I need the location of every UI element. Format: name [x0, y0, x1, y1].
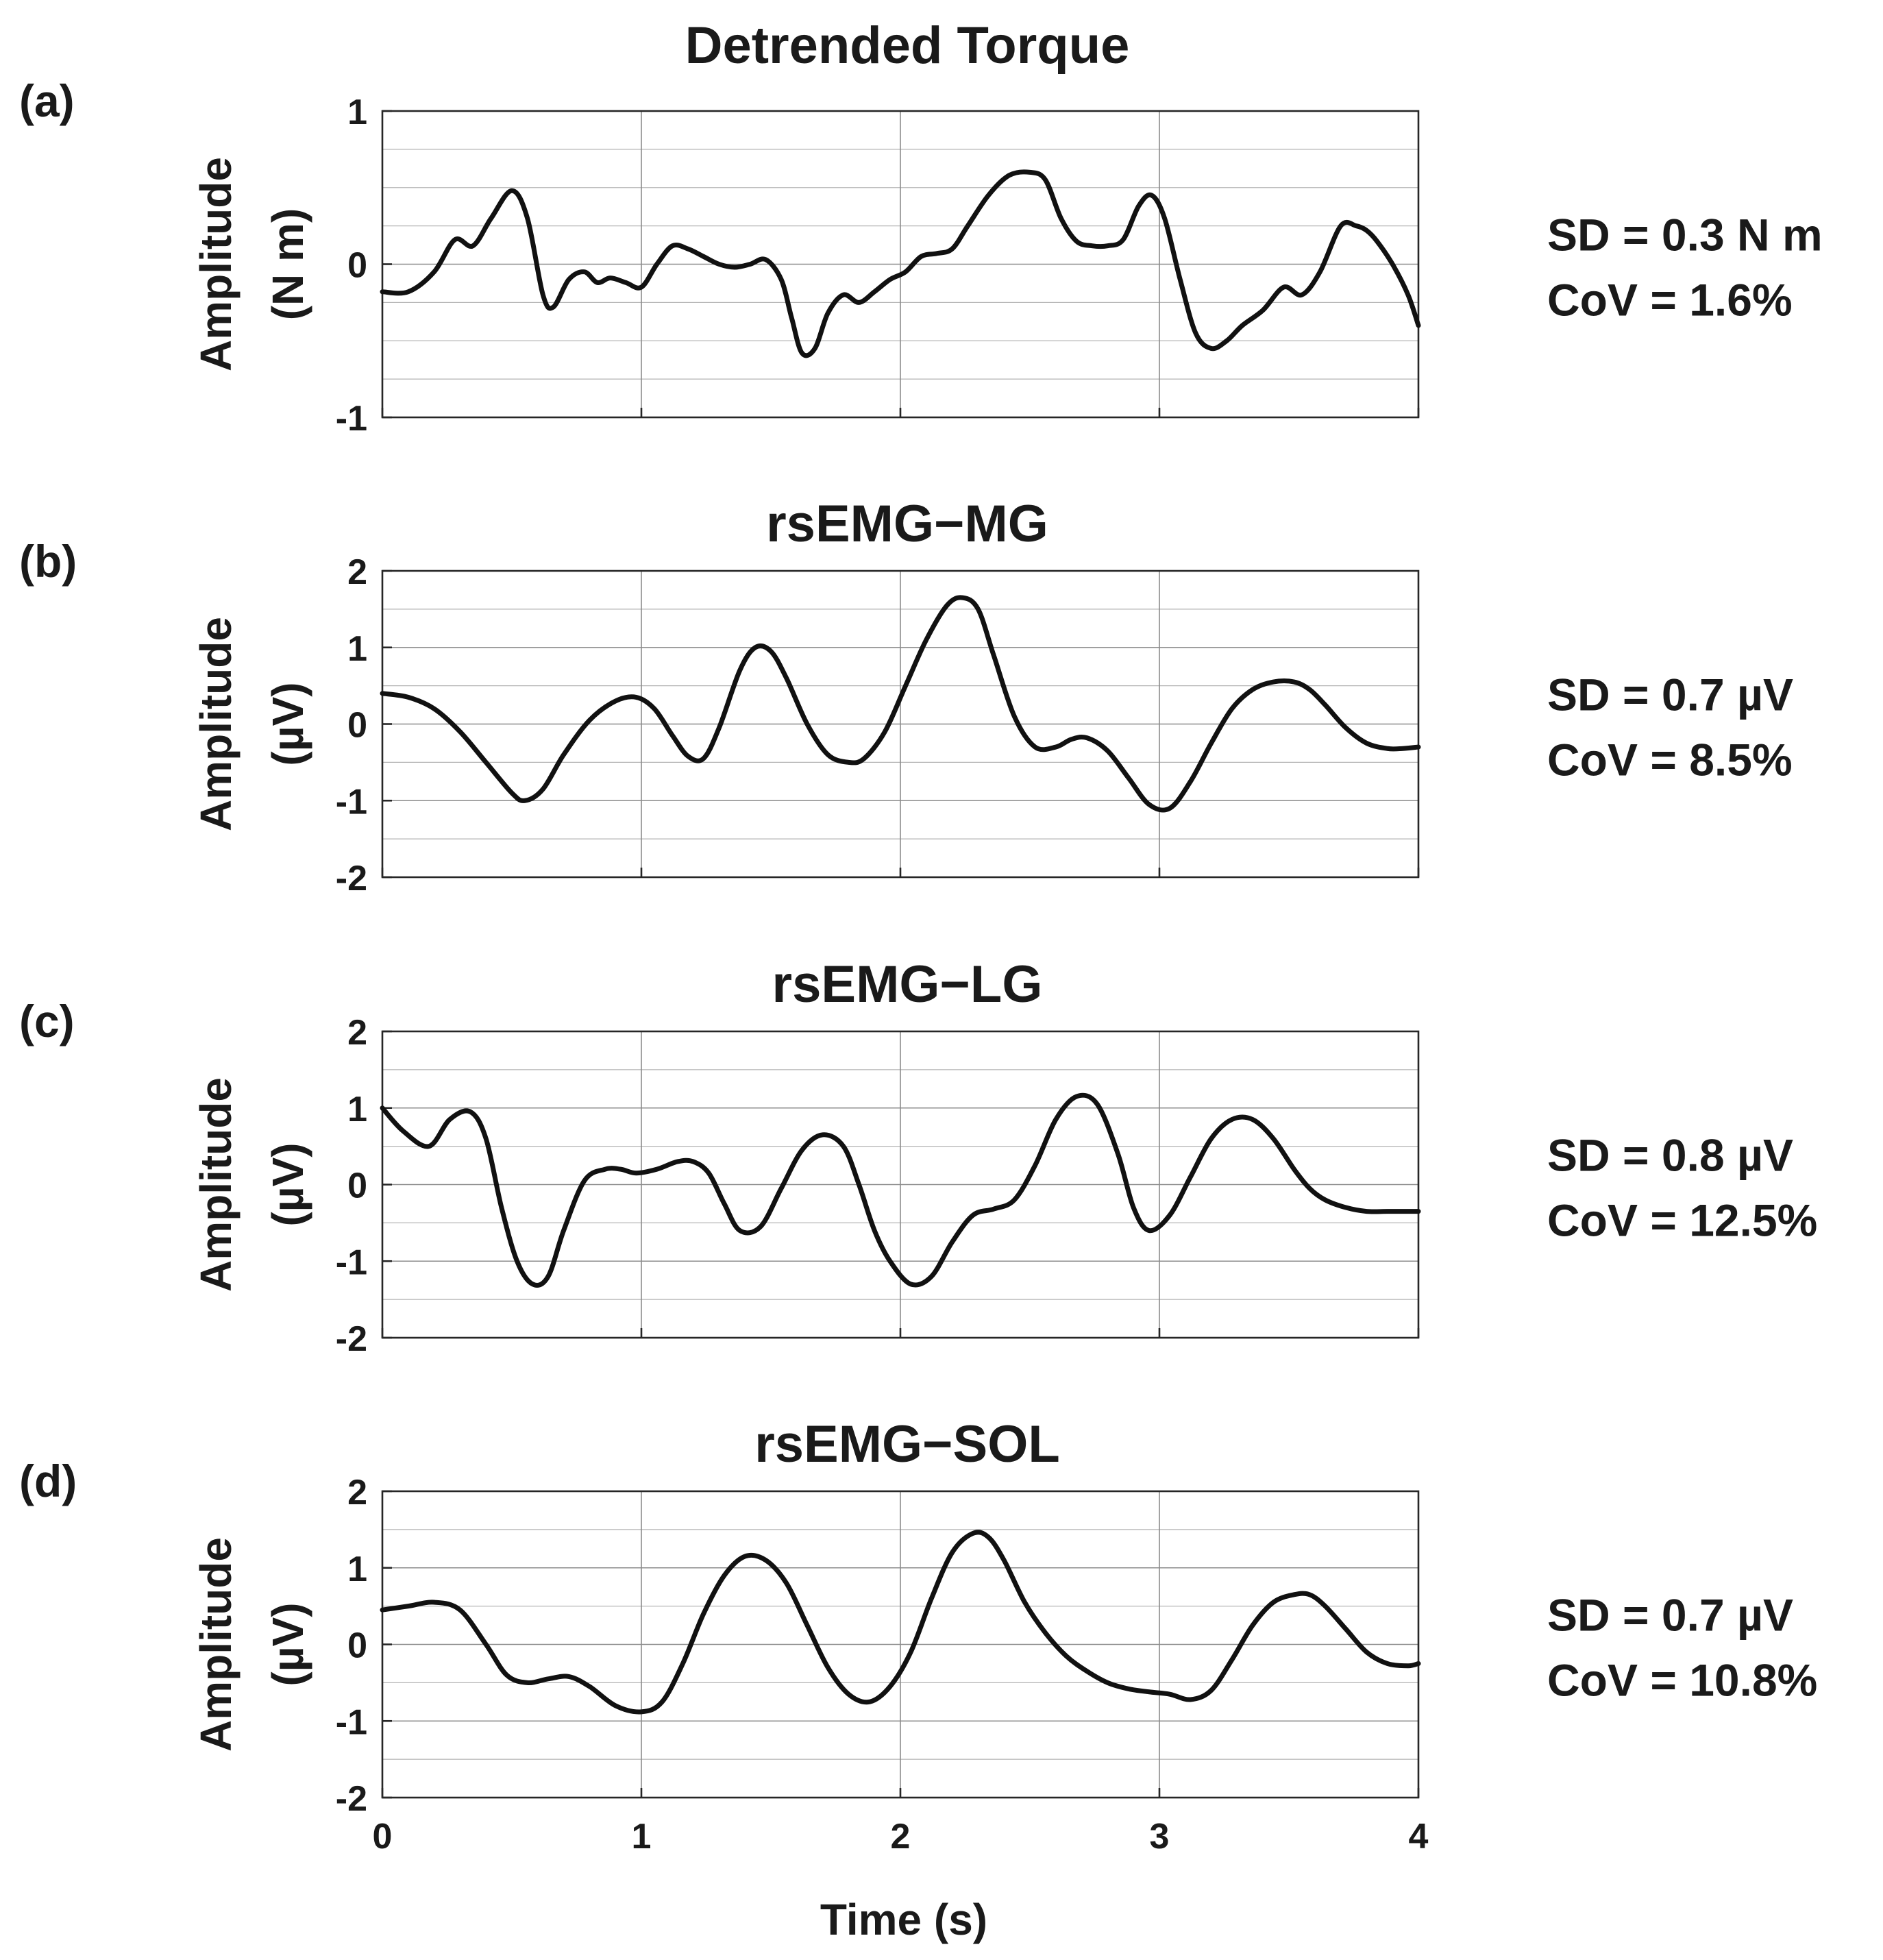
- y-axis-label: Amplitude: [191, 1537, 241, 1752]
- y-tick-label: 0: [347, 246, 367, 286]
- panel-3: -2 -1 0 1 2 rsEMG−LG (c) Amplitude (µV) SD = 0.8 …: [19, 955, 1817, 1359]
- chart-title: rsEMG−LG: [772, 955, 1043, 1014]
- x-axis-label: Time (s): [820, 1895, 987, 1944]
- y-tick-label: 2: [347, 1473, 367, 1512]
- y-axis-unit-label: (µV): [263, 1142, 312, 1226]
- y-axis-unit-label: (µV): [263, 682, 312, 765]
- cov-annotation: CoV = 1.6%: [1547, 275, 1793, 326]
- y-axis-unit-label: (N m): [263, 208, 312, 321]
- y-tick-label: -2: [336, 1779, 367, 1819]
- panel-label: (a): [19, 75, 75, 126]
- y-axis-label: Amplitude: [191, 157, 241, 371]
- cov-annotation: CoV = 8.5%: [1547, 735, 1793, 785]
- chart-title: rsEMG−MG: [766, 495, 1048, 553]
- y-tick-label: -1: [336, 399, 367, 439]
- y-tick-label: 0: [347, 1166, 367, 1206]
- sd-annotation: SD = 0.7 µV: [1547, 670, 1793, 720]
- y-tick-label: 2: [347, 552, 367, 592]
- y-axis-label: Amplitude: [191, 617, 241, 831]
- series-line: [380, 169, 1421, 358]
- series-line: [380, 1092, 1421, 1288]
- plot-area-frame: [381, 110, 1420, 419]
- y-tick-label: -1: [336, 1242, 367, 1282]
- sd-annotation: SD = 0.3 N m: [1547, 210, 1823, 260]
- y-tick-label: 1: [347, 93, 367, 132]
- y-tick-label: 1: [347, 629, 367, 669]
- x-tick-label: 2: [891, 1817, 911, 1857]
- chart-title: rsEMG−SOL: [754, 1415, 1060, 1473]
- panel-4: -2 -1 0 1 2 0 1 2 3 4 rsEMG−SOL (d) Amplitude (µV) Tim…: [19, 1415, 1817, 1944]
- sd-annotation: SD = 0.7 µV: [1547, 1590, 1793, 1641]
- x-tick-label: 4: [1409, 1817, 1429, 1857]
- y-axis-unit-label: (µV): [263, 1602, 312, 1686]
- series-line: [380, 595, 1421, 813]
- y-tick-label: -2: [336, 859, 367, 898]
- y-tick-label: 0: [347, 706, 367, 746]
- cov-annotation: CoV = 12.5%: [1547, 1195, 1817, 1246]
- x-tick-label: 3: [1150, 1817, 1170, 1857]
- x-tick-label: 0: [373, 1817, 393, 1857]
- y-tick-label: 0: [347, 1626, 367, 1666]
- panel-label: (b): [19, 536, 77, 587]
- series-line: [380, 1530, 1421, 1715]
- y-tick-label: 1: [347, 1549, 367, 1589]
- chart-title: Detrended Torque: [685, 16, 1130, 75]
- y-tick-label: -1: [336, 1702, 367, 1742]
- panel-label: (c): [19, 996, 75, 1046]
- y-tick-label: 2: [347, 1013, 367, 1053]
- panel-1: -1 0 1 Detrended Torque (a) Amplitude (N m) SD …: [19, 16, 1823, 439]
- plot-area-frame: [381, 569, 1420, 879]
- y-axis-label: Amplitude: [191, 1077, 241, 1292]
- plot-area-frame: [381, 1030, 1420, 1339]
- x-tick-label: 1: [632, 1817, 652, 1857]
- panel-label: (d): [19, 1456, 77, 1506]
- cov-annotation: CoV = 10.8%: [1547, 1655, 1817, 1706]
- panel-2: -2 -1 0 1 2 rsEMG−MG (b) Amplitude (µV) SD = 0.7 …: [19, 495, 1793, 898]
- sd-annotation: SD = 0.8 µV: [1547, 1130, 1793, 1181]
- y-tick-label: -1: [336, 782, 367, 822]
- y-tick-label: 1: [347, 1090, 367, 1129]
- y-tick-label: -2: [336, 1319, 367, 1359]
- plot-area-frame: [381, 1490, 1420, 1799]
